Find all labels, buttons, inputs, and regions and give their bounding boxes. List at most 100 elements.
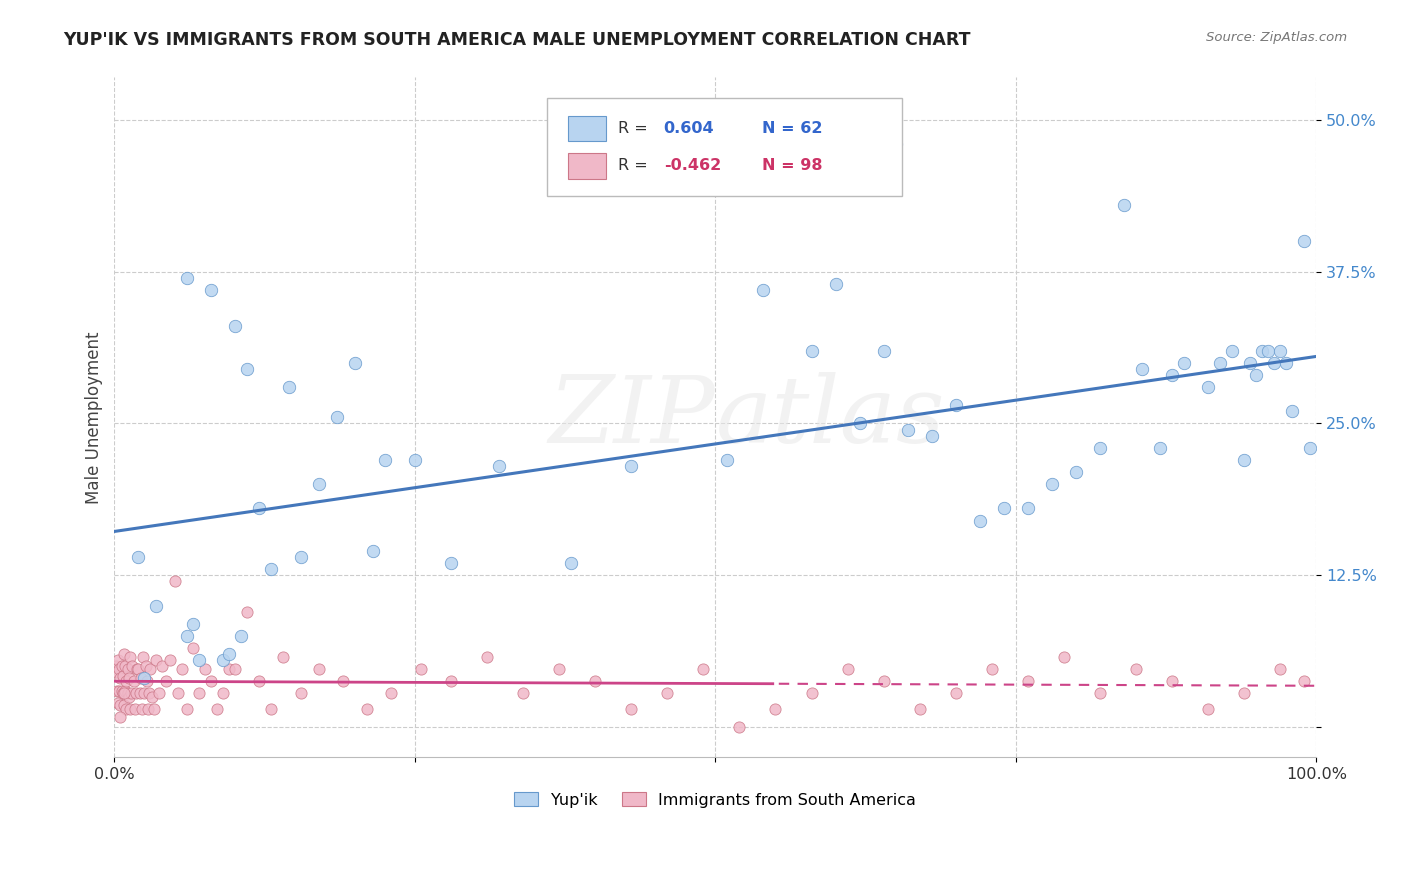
Point <box>128 686 150 700</box>
Point <box>800 343 823 358</box>
Point <box>108 662 131 676</box>
Point <box>884 137 907 152</box>
Point <box>1220 343 1243 358</box>
Point <box>692 662 714 676</box>
Point <box>404 453 426 467</box>
Point <box>800 686 823 700</box>
Text: 0.604: 0.604 <box>664 121 714 136</box>
Point <box>121 659 143 673</box>
Point <box>187 686 209 700</box>
Point <box>374 453 396 467</box>
Point <box>229 629 252 643</box>
Point <box>260 562 283 576</box>
Point <box>114 683 136 698</box>
Point <box>1017 501 1039 516</box>
Point <box>110 672 132 686</box>
Point <box>114 659 136 673</box>
Point <box>118 702 141 716</box>
Point <box>277 380 299 394</box>
Point <box>107 653 129 667</box>
Point <box>247 501 270 516</box>
Point <box>1130 361 1153 376</box>
Point <box>131 702 153 716</box>
Point <box>1017 673 1039 688</box>
Point <box>872 673 894 688</box>
Point <box>170 662 193 676</box>
Point <box>1233 453 1256 467</box>
Point <box>247 673 270 688</box>
Text: -0.462: -0.462 <box>664 158 721 173</box>
Point <box>111 659 134 673</box>
Point <box>824 277 846 291</box>
Point <box>1251 343 1274 358</box>
Point <box>176 629 198 643</box>
Point <box>134 686 156 700</box>
Point <box>124 702 146 716</box>
Point <box>1233 686 1256 700</box>
Point <box>271 649 294 664</box>
Point <box>193 662 215 676</box>
Point <box>127 549 149 564</box>
Point <box>105 683 128 698</box>
Point <box>139 662 162 676</box>
Point <box>111 669 134 683</box>
Point <box>181 616 204 631</box>
Text: N = 62: N = 62 <box>762 121 823 136</box>
FancyBboxPatch shape <box>568 115 606 141</box>
Point <box>118 649 141 664</box>
Point <box>1244 368 1267 382</box>
Point <box>583 673 606 688</box>
Point <box>118 672 141 686</box>
Point <box>136 702 159 716</box>
Point <box>110 698 132 712</box>
Point <box>127 662 149 676</box>
Legend: Yup'ik, Immigrants from South America: Yup'ik, Immigrants from South America <box>508 786 922 814</box>
Point <box>980 662 1002 676</box>
Point <box>440 673 463 688</box>
Point <box>1294 673 1316 688</box>
FancyBboxPatch shape <box>547 98 901 196</box>
Point <box>218 662 240 676</box>
Point <box>127 662 149 676</box>
Point <box>107 696 129 710</box>
Point <box>657 686 679 700</box>
Point <box>218 647 240 661</box>
Text: atlas: atlas <box>716 372 945 462</box>
Point <box>200 673 222 688</box>
Point <box>155 673 177 688</box>
Point <box>1125 662 1147 676</box>
Point <box>167 686 190 700</box>
Point <box>1270 662 1292 676</box>
Text: R =: R = <box>619 158 652 173</box>
Point <box>620 458 643 473</box>
Point <box>1270 343 1292 358</box>
Point <box>105 665 128 680</box>
Point <box>1161 368 1184 382</box>
Point <box>117 662 139 676</box>
Point <box>115 673 138 688</box>
Point <box>921 428 943 442</box>
Point <box>111 683 134 698</box>
Point <box>716 453 738 467</box>
Point <box>115 702 138 716</box>
Point <box>969 514 991 528</box>
FancyBboxPatch shape <box>568 153 606 178</box>
Point <box>945 398 967 412</box>
Point <box>290 686 312 700</box>
Point <box>1257 343 1279 358</box>
Point <box>308 477 330 491</box>
Point <box>135 673 157 688</box>
Point <box>224 662 246 676</box>
Point <box>512 686 534 700</box>
Text: R =: R = <box>619 121 652 136</box>
Text: N = 98: N = 98 <box>762 158 823 173</box>
Point <box>475 649 498 664</box>
Point <box>752 283 775 297</box>
Text: Source: ZipAtlas.com: Source: ZipAtlas.com <box>1206 31 1347 45</box>
Point <box>205 702 228 716</box>
Point <box>440 556 463 570</box>
Point <box>260 702 283 716</box>
Point <box>1263 356 1285 370</box>
Point <box>125 686 148 700</box>
Point <box>343 356 366 370</box>
